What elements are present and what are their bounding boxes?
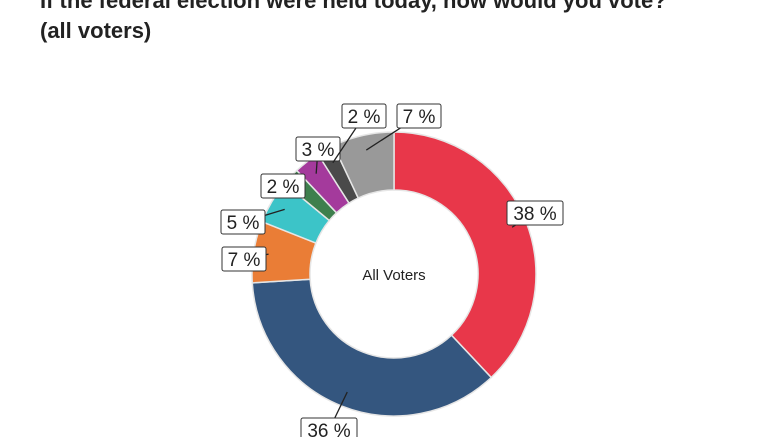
slice-label-text-7: 2 % <box>348 107 381 128</box>
slice-1 <box>393 131 537 379</box>
slice-label-text-4: 5 % <box>227 213 260 234</box>
slice-label-box-7 <box>341 103 387 129</box>
slice-labels: 38 %36 %7 %5 %2 %3 %2 % 7 % <box>220 103 564 437</box>
chart-title-line-2: (all voters) <box>40 18 152 43</box>
slice-label-box-4 <box>220 209 266 235</box>
slice-label-text-3: 7 % <box>228 250 261 271</box>
slice-label-text-8: 7 % <box>403 107 436 128</box>
chart-title-line-1: If the federal election were held today,… <box>40 0 667 13</box>
slice-label-box-2 <box>300 417 358 437</box>
slice-label-box-3 <box>221 246 267 272</box>
slice-label-box-6 <box>295 136 341 162</box>
slice-label-text-5: 2 % <box>267 177 300 198</box>
slice-label-text-2: 36 % <box>307 421 350 437</box>
slice-label-text-6: 3 % <box>302 140 335 161</box>
slice-label-2: 36 % <box>300 417 358 437</box>
slice-label-7: 2 % <box>341 103 387 129</box>
slice-label-3: 7 % <box>221 246 267 272</box>
center-label: All Voters <box>362 267 425 284</box>
slice-label-text-1: 38 % <box>513 204 556 225</box>
slice-label-box-5 <box>260 173 306 199</box>
chart-title: If the federal election were held today,… <box>40 0 667 46</box>
slice-label-box-8 <box>396 103 442 129</box>
slice-label-5: 2 % <box>260 173 306 199</box>
slice-label-4: 5 % <box>220 209 266 235</box>
slice-label-8: 7 % <box>396 103 442 129</box>
slice-2 <box>251 278 493 417</box>
donut-slices <box>251 131 537 417</box>
slice-label-6: 3 % <box>295 136 341 162</box>
slice-label-1: 38 % <box>506 200 564 226</box>
slice-label-box-1 <box>506 200 564 226</box>
